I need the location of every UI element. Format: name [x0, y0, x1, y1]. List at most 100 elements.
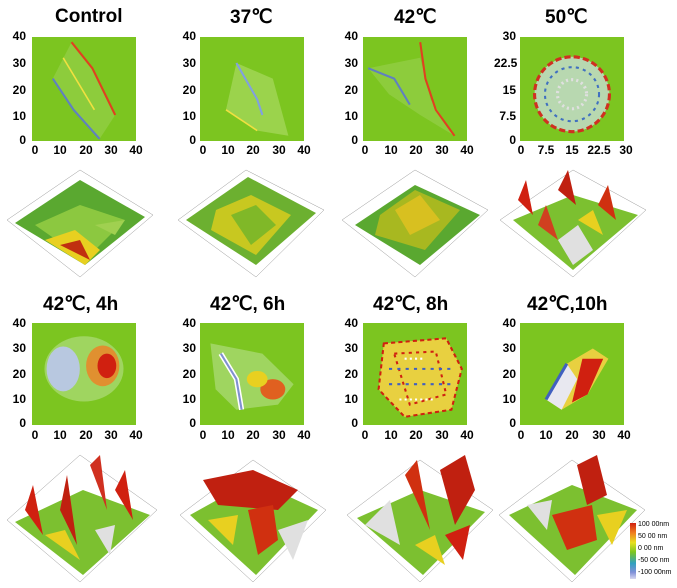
y-tick: 30: [344, 56, 358, 70]
y-tick: 30: [182, 341, 196, 355]
surface-3d-control: [5, 165, 155, 280]
afm-image-control: [32, 37, 136, 141]
y-tick: 40: [502, 316, 516, 330]
afm-image-42c: [363, 37, 467, 141]
y-tick: 22.5: [494, 56, 518, 70]
afm-image-42c-10h: [520, 323, 624, 425]
x-tick: 10: [53, 428, 67, 442]
legend-label: 0 00 nm: [638, 545, 664, 552]
panel-title: 50℃: [545, 7, 588, 28]
panel-title: 42℃, 4h: [43, 294, 119, 315]
x-tick: 20: [246, 143, 260, 157]
x-tick: 0: [31, 428, 39, 442]
x-tick: 40: [617, 428, 631, 442]
y-tick: 0: [189, 416, 196, 430]
x-tick: 7.5: [537, 143, 555, 157]
x-tick: 30: [104, 143, 118, 157]
panel-title: 42℃: [394, 7, 437, 28]
x-tick: 0: [199, 143, 207, 157]
x-tick: 15: [565, 143, 579, 157]
y-tick: 10: [182, 392, 196, 406]
legend-label: 100 00nm: [638, 521, 670, 528]
y-tick: 40: [182, 316, 196, 330]
surface-3d-42c-10h: [497, 450, 647, 585]
y-tick: 0: [351, 133, 358, 147]
x-tick: 10: [221, 143, 235, 157]
y-tick: 30: [12, 56, 26, 70]
x-tick: 10: [53, 143, 67, 157]
x-tick: 40: [460, 428, 474, 442]
y-tick: 10: [344, 392, 358, 406]
y-tick: 20: [502, 367, 516, 381]
x-tick: 20: [409, 428, 423, 442]
x-tick: 0: [31, 143, 39, 157]
color-scale-bar: [630, 523, 636, 579]
panel-title: Control: [55, 6, 123, 27]
x-tick: 40: [460, 143, 474, 157]
y-tick: 40: [12, 316, 26, 330]
x-tick: 20: [409, 143, 423, 157]
y-tick: 30: [182, 56, 196, 70]
x-tick: 10: [539, 428, 553, 442]
y-tick: 20: [12, 367, 26, 381]
y-tick: 30: [12, 341, 26, 355]
y-tick: 10: [182, 109, 196, 123]
y-tick: 10: [12, 392, 26, 406]
surface-3d-50c: [498, 165, 648, 280]
y-tick: 40: [344, 316, 358, 330]
x-tick: 40: [129, 428, 143, 442]
x-tick: 10: [384, 428, 398, 442]
y-tick: 20: [182, 83, 196, 97]
afm-image-42c-6h: [200, 323, 304, 425]
panel-title: 37℃: [230, 7, 273, 28]
y-tick: 0: [19, 133, 26, 147]
x-tick: 0: [361, 428, 369, 442]
y-tick: 20: [12, 83, 26, 97]
afm-image-37c: [200, 37, 304, 141]
x-tick: 40: [129, 143, 143, 157]
surface-3d-42c-8h: [345, 450, 495, 585]
x-tick: 20: [565, 428, 579, 442]
surface-3d-37c: [176, 165, 326, 280]
x-tick: 30: [435, 428, 449, 442]
x-tick: 22.5: [587, 143, 611, 157]
x-tick: 40: [297, 428, 311, 442]
x-tick: 10: [384, 143, 398, 157]
y-tick: 0: [189, 133, 196, 147]
x-tick: 30: [104, 428, 118, 442]
panel-title: 42℃, 8h: [373, 294, 449, 315]
y-tick: 0: [509, 133, 516, 147]
legend-label: 50 00 nm: [638, 533, 668, 540]
x-tick: 30: [435, 143, 449, 157]
y-tick: 30: [344, 341, 358, 355]
y-tick: 30: [502, 341, 516, 355]
panel-title: 42℃, 6h: [210, 294, 286, 315]
y-tick: 20: [182, 367, 196, 381]
panel-title: 42℃,10h: [527, 294, 608, 315]
y-tick: 10: [502, 392, 516, 406]
x-tick: 10: [221, 428, 235, 442]
surface-3d-42c-4h: [5, 450, 160, 585]
x-tick: 0: [517, 428, 525, 442]
y-tick: 0: [19, 416, 26, 430]
y-tick: 40: [344, 29, 358, 43]
x-tick: 0: [199, 428, 207, 442]
y-tick: 20: [344, 367, 358, 381]
y-tick: 30: [502, 29, 516, 43]
y-tick: 40: [12, 29, 26, 43]
x-tick: 0: [517, 143, 525, 157]
surface-3d-42c-6h: [178, 450, 328, 585]
y-tick: 0: [351, 416, 358, 430]
x-tick: 30: [619, 143, 633, 157]
y-tick: 7.5: [499, 109, 516, 123]
height-color-scale: 100 00nm 50 00 nm 0 00 nm -50 00 nm -100…: [630, 521, 676, 581]
y-tick: 20: [344, 83, 358, 97]
x-tick: 40: [297, 143, 311, 157]
y-tick: 15: [502, 83, 516, 97]
legend-label: -100 00nm: [638, 569, 672, 576]
afm-image-42c-8h: [363, 323, 467, 425]
x-tick: 20: [246, 428, 260, 442]
afm-image-50c: [520, 37, 624, 141]
x-tick: 0: [361, 143, 369, 157]
x-tick: 30: [272, 428, 286, 442]
